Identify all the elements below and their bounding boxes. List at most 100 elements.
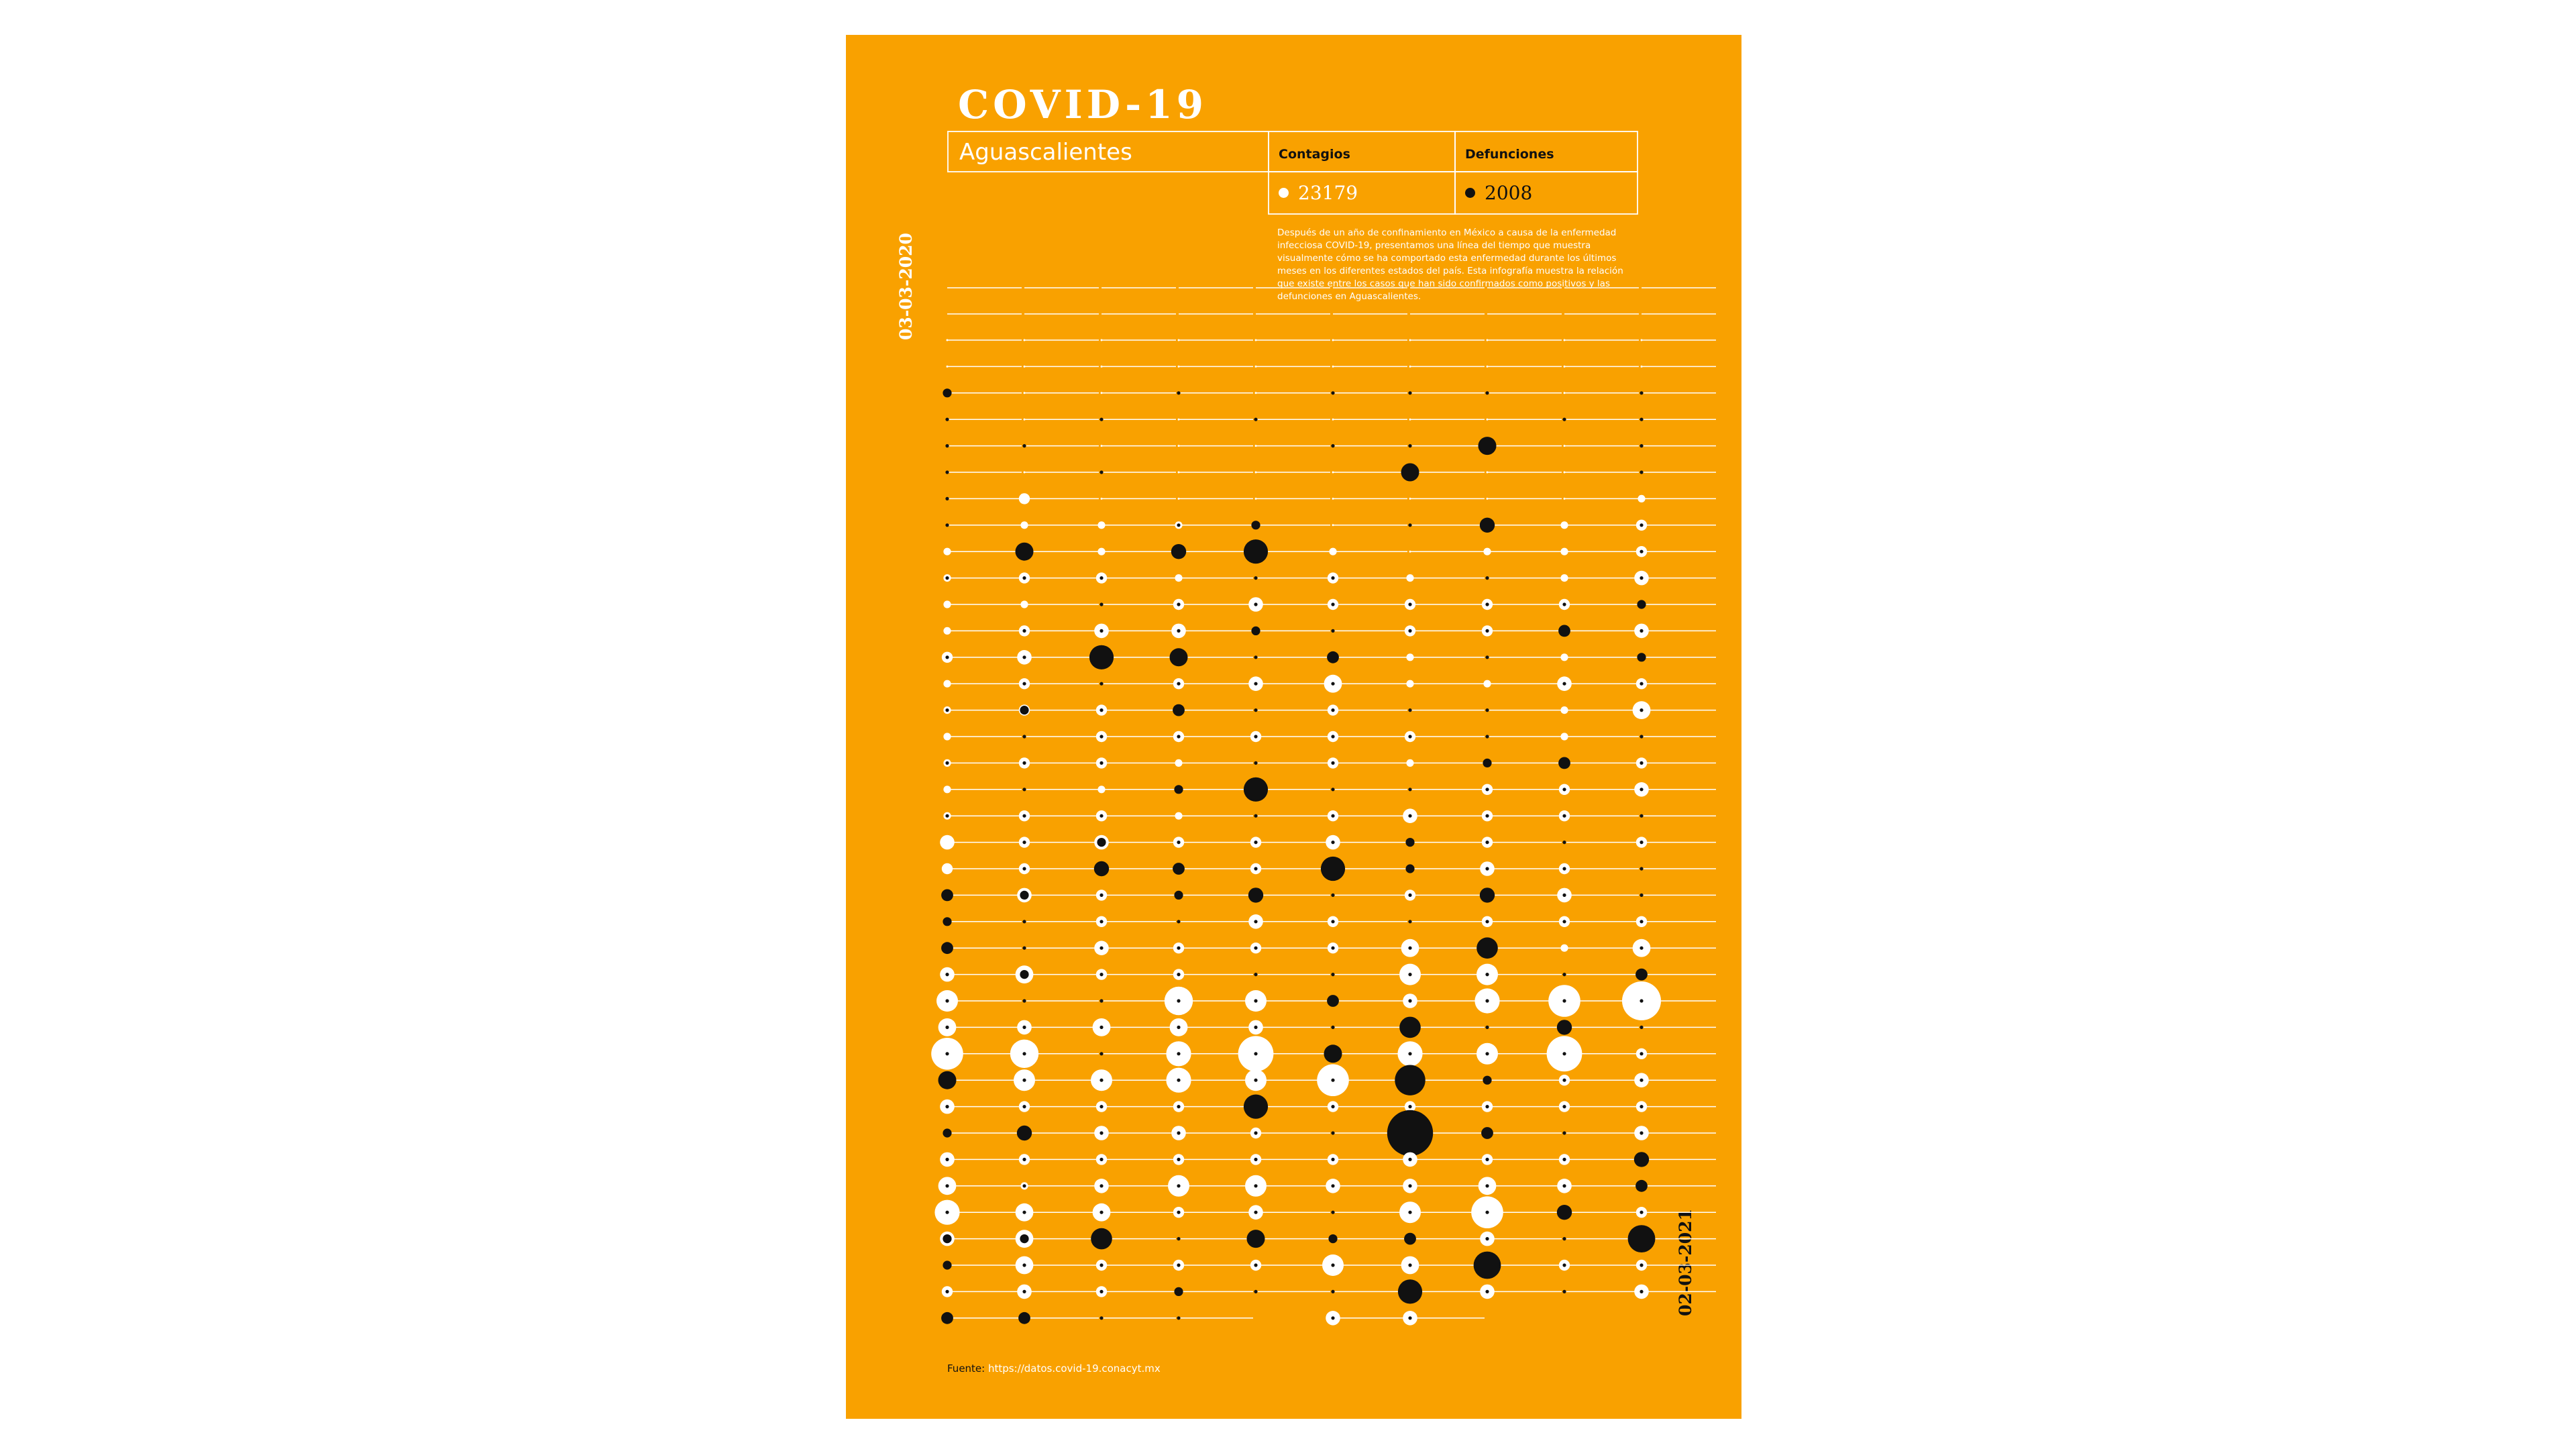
defunciones-dot <box>945 470 949 474</box>
empty-week-mark <box>1254 339 1257 341</box>
defunciones-dot <box>1404 1232 1416 1245</box>
empty-week-mark <box>1177 365 1180 368</box>
empty-week-mark <box>1640 339 1643 341</box>
source-link[interactable]: https://datos.covid-19.conacyt.mx <box>988 1362 1161 1375</box>
contagios-dot <box>1560 706 1568 714</box>
defunciones-dot <box>1022 1105 1026 1109</box>
defunciones-dot <box>1331 1289 1335 1293</box>
defunciones-dot <box>1091 1228 1112 1250</box>
empty-week-mark <box>1177 445 1180 447</box>
defunciones-dot <box>1177 999 1181 1003</box>
defunciones-dot <box>945 1157 949 1161</box>
defunciones-dot <box>1254 735 1258 739</box>
defunciones-dot <box>1485 1237 1489 1241</box>
defunciones-dot <box>1254 1184 1258 1188</box>
defunciones-dot <box>1331 391 1335 395</box>
empty-week-mark <box>1254 471 1257 474</box>
defunciones-dot <box>945 496 949 501</box>
empty-week-mark <box>1563 471 1566 474</box>
defunciones-dot <box>1099 629 1104 633</box>
defunciones-dot <box>1022 867 1026 871</box>
contagios-dot <box>1175 812 1183 820</box>
defunciones-dot <box>1331 841 1335 845</box>
defunciones-dot <box>1022 1157 1026 1161</box>
defunciones-dot <box>1177 1131 1181 1135</box>
defunciones-dot <box>1177 920 1181 924</box>
contagios-dot <box>1406 759 1414 767</box>
defunciones-dot <box>1174 785 1183 794</box>
defunciones-legend-dot <box>1465 188 1475 198</box>
defunciones-dot <box>1174 890 1183 900</box>
contagios-dot <box>1097 786 1106 794</box>
defunciones-dot <box>1562 867 1566 871</box>
empty-week-mark <box>1563 392 1566 394</box>
empty-week-mark <box>1100 365 1103 368</box>
defunciones-dot <box>1331 682 1335 686</box>
defunciones-dot <box>1177 629 1181 633</box>
defunciones-dot <box>1405 864 1415 873</box>
defunciones-dot <box>1408 1263 1412 1267</box>
contagios-dot <box>943 786 951 794</box>
defunciones-dot <box>1640 1210 1644 1214</box>
defunciones-dot <box>1387 1110 1434 1157</box>
defunciones-dot <box>1243 777 1269 802</box>
empty-week-mark <box>946 365 949 368</box>
defunciones-dot <box>1331 1131 1335 1135</box>
defunciones-dot <box>1099 735 1104 739</box>
defunciones-dot <box>1640 735 1644 739</box>
defunciones-label: Defunciones <box>1465 147 1554 162</box>
defunciones-dot <box>1331 1105 1335 1109</box>
defunciones-dot <box>941 942 953 955</box>
empty-week-mark <box>1409 365 1411 368</box>
defunciones-dot <box>1099 1289 1104 1293</box>
defunciones-dot <box>1254 999 1258 1003</box>
defunciones-dot <box>1633 1152 1650 1167</box>
defunciones-dot <box>1640 761 1644 765</box>
defunciones-dot <box>945 523 949 527</box>
empty-week-mark <box>1023 365 1026 368</box>
defunciones-dot <box>1408 814 1412 818</box>
defunciones-dot <box>1478 437 1497 455</box>
defunciones-dot <box>1093 861 1110 877</box>
defunciones-dot <box>1640 470 1644 474</box>
defunciones-dot <box>1251 626 1260 636</box>
contagios-dot <box>1097 521 1106 529</box>
defunciones-dot <box>1640 708 1644 712</box>
defunciones-dot <box>1562 1263 1566 1267</box>
defunciones-dot <box>1022 920 1026 924</box>
contagios-dot <box>943 600 951 608</box>
defunciones-dot <box>1331 920 1335 924</box>
contagios-dot <box>1097 547 1106 555</box>
defunciones-dot <box>1408 1105 1412 1109</box>
contagios-dot <box>1406 680 1414 688</box>
defunciones-dot <box>1099 708 1104 712</box>
defunciones-dot <box>1327 651 1339 663</box>
defunciones-dot <box>1331 1210 1335 1214</box>
defunciones-dot <box>1485 999 1489 1003</box>
defunciones-dot <box>1022 788 1026 792</box>
empty-week-mark <box>1409 339 1411 341</box>
defunciones-dot <box>1408 602 1412 606</box>
defunciones-dot <box>1408 1316 1412 1320</box>
defunciones-dot <box>943 917 952 926</box>
defunciones-dot <box>1328 1234 1338 1244</box>
contagios-dot <box>1560 944 1568 952</box>
defunciones-dot <box>1485 708 1489 712</box>
defunciones-dot <box>1485 1157 1489 1161</box>
defunciones-dot <box>1022 629 1026 633</box>
defunciones-dot <box>1254 655 1258 659</box>
defunciones-dot <box>1177 1263 1181 1267</box>
defunciones-dot <box>1562 417 1566 421</box>
contagios-dot <box>941 863 953 875</box>
defunciones-dot <box>1473 1251 1501 1279</box>
defunciones-dot <box>1018 1311 1030 1324</box>
defunciones-dot <box>1020 970 1029 979</box>
defunciones-dot <box>1331 444 1335 448</box>
defunciones-dot <box>1408 735 1412 739</box>
defunciones-dot <box>943 1260 952 1270</box>
defunciones-dot <box>1485 602 1489 606</box>
defunciones-dot <box>1562 973 1566 977</box>
defunciones-dot <box>1099 1316 1104 1320</box>
defunciones-dot <box>1254 814 1258 818</box>
defunciones-dot <box>1331 761 1335 765</box>
